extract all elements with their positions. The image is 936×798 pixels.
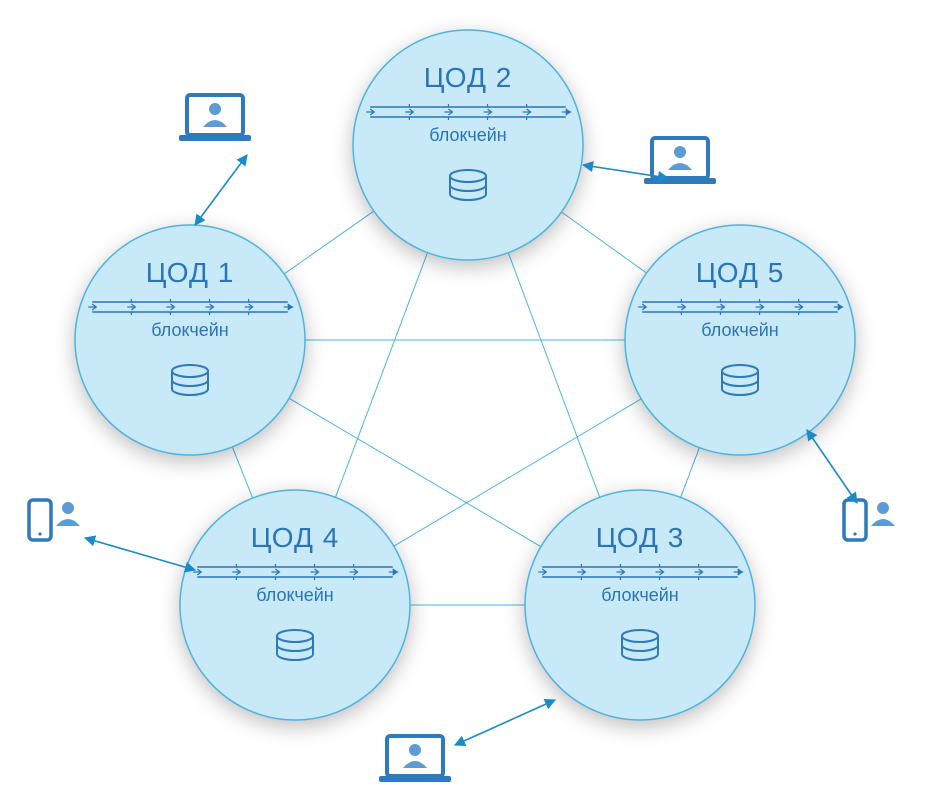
datacenter-node: ЦОД 1 блокчейн — [75, 225, 305, 455]
mesh-edge — [284, 211, 374, 274]
user-head-icon — [674, 146, 686, 158]
node-title: ЦОД 2 — [424, 62, 513, 93]
user-connection-arrow — [195, 155, 247, 225]
datacenter-node: ЦОД 5 блокчейн — [625, 225, 855, 455]
datacenter-node: ЦОД 4 блокчейн — [180, 490, 410, 720]
user-connection-arrow — [85, 538, 195, 570]
node-sublabel: блокчейн — [256, 585, 333, 605]
user-body-icon — [203, 120, 227, 127]
user-with-device — [844, 500, 895, 540]
network-diagram: ЦОД 1блокчейнЦОД 2блокчейнЦОД 3блокчейнЦ… — [0, 0, 936, 798]
mesh-edge — [561, 212, 646, 273]
node-sublabel: блокчейн — [601, 585, 678, 605]
datacenter-node: ЦОД 3 блокчейн — [525, 490, 755, 720]
user-head-icon — [62, 502, 74, 514]
user-with-device — [29, 500, 80, 540]
node-title: ЦОД 5 — [696, 257, 785, 288]
node-sublabel: блокчейн — [151, 320, 228, 340]
user-connection-arrow — [583, 165, 668, 178]
mesh-edge — [508, 253, 599, 498]
user-with-device — [179, 95, 251, 141]
user-connection-arrow — [807, 430, 857, 503]
node-sublabel: блокчейн — [429, 125, 506, 145]
datacenter-node: ЦОД 2 блокчейн — [353, 30, 583, 260]
user-head-icon — [209, 103, 221, 115]
user-body-icon — [403, 761, 427, 768]
node-title: ЦОД 1 — [146, 257, 235, 288]
user-body-icon — [871, 519, 895, 526]
user-with-device — [379, 736, 451, 782]
node-sublabel: блокчейн — [701, 320, 778, 340]
user-head-icon — [409, 744, 421, 756]
mesh-edge — [681, 448, 700, 498]
user-connection-arrow — [455, 700, 555, 745]
mesh-edge — [232, 447, 252, 498]
node-title: ЦОД 4 — [251, 522, 340, 553]
user-with-device — [644, 138, 716, 184]
user-body-icon — [668, 163, 692, 170]
user-head-icon — [877, 502, 889, 514]
user-body-icon — [56, 519, 80, 526]
mesh-edge — [335, 253, 427, 498]
node-title: ЦОД 3 — [596, 522, 685, 553]
